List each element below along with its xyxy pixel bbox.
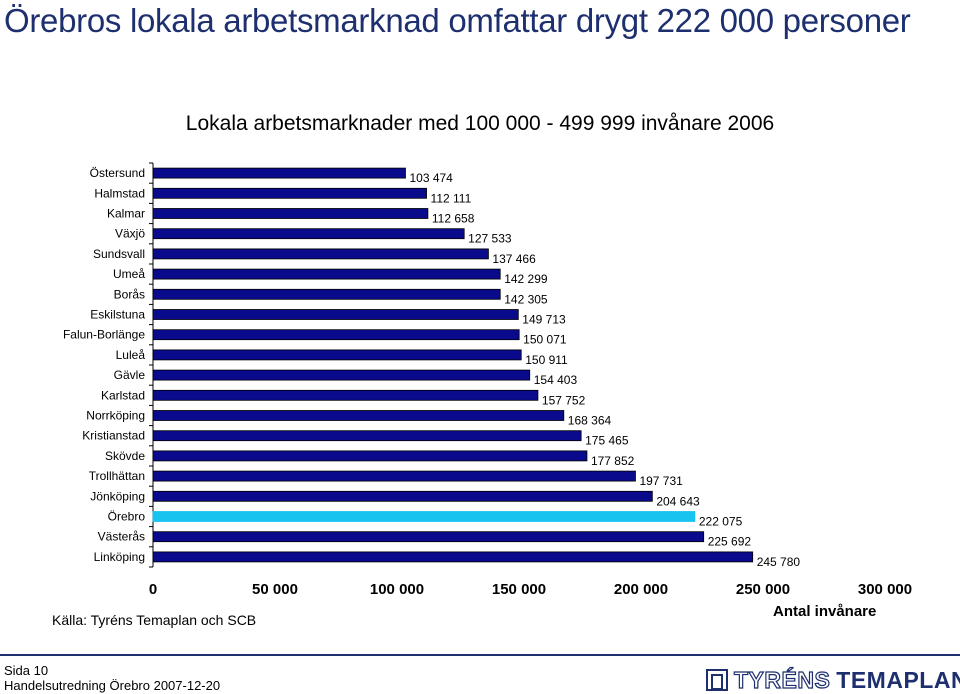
category-label: Växjö <box>115 227 145 241</box>
bar <box>152 329 520 341</box>
bar <box>152 228 465 240</box>
bar <box>152 248 489 260</box>
bar <box>152 430 582 442</box>
bar <box>152 369 531 381</box>
category-label: Umeå <box>113 267 145 281</box>
value-label: 150 911 <box>525 353 568 367</box>
value-label: 222 075 <box>699 515 743 529</box>
value-label: 168 364 <box>568 414 612 428</box>
category-label: Kalmar <box>107 207 145 221</box>
category-label: Örebro <box>108 510 146 524</box>
bar <box>152 450 588 462</box>
category-label: Borås <box>114 287 145 301</box>
value-label: 225 692 <box>708 535 752 549</box>
category-label: Norrköping <box>86 409 145 423</box>
x-tick-label: 0 <box>149 581 157 598</box>
footer-page-number: Sida 10 <box>4 663 49 678</box>
category-label: Gävle <box>114 368 146 382</box>
bar <box>152 551 754 563</box>
bar <box>152 309 519 320</box>
bar <box>152 490 653 502</box>
value-label: 142 305 <box>504 292 548 306</box>
value-label: 127 533 <box>468 232 512 246</box>
category-label: Östersund <box>90 166 145 180</box>
logo-mark-icon <box>706 669 728 691</box>
x-axis-label: Antal invånare <box>773 603 877 620</box>
value-label: 177 852 <box>591 454 635 468</box>
bar <box>152 349 522 361</box>
category-label: Trollhättan <box>89 469 145 483</box>
bar <box>152 208 429 219</box>
x-tick-label: 300 000 <box>858 581 912 598</box>
value-label: 142 299 <box>504 272 548 286</box>
value-label: 175 465 <box>585 434 629 448</box>
chart-title: Lokala arbetsmarknader med 100 000 - 499… <box>185 112 775 135</box>
value-label: 150 071 <box>523 333 567 347</box>
slide-title: Örebros lokala arbetsmarknad omfattar dr… <box>4 2 911 39</box>
category-label: Falun-Borlänge <box>63 328 145 342</box>
bar <box>152 470 636 482</box>
value-label: 204 643 <box>656 494 700 508</box>
bar-highlighted <box>152 511 696 522</box>
bar-chart: Östersund 103 474 Halmstad 112 111 Kalmar 112… <box>63 162 912 598</box>
bar <box>152 531 705 543</box>
logo-text-temaplan: TEMAPLAN <box>836 666 960 693</box>
value-label: 197 731 <box>639 474 683 488</box>
category-label: Karlstad <box>101 388 145 402</box>
value-label: 149 713 <box>522 313 566 327</box>
category-label: Skövde <box>105 449 145 463</box>
category-label: Jönköping <box>90 489 145 503</box>
category-label: Sundsvall <box>93 247 145 261</box>
footer-divider <box>0 654 960 656</box>
value-label: 137 466 <box>492 252 536 266</box>
bar <box>152 268 501 280</box>
value-label: 112 111 <box>431 191 472 205</box>
x-tick-label: 200 000 <box>614 581 668 598</box>
x-tick-label: 150 000 <box>492 581 546 598</box>
value-label: 103 474 <box>409 171 453 185</box>
footer-document-title: Handelsutredning Örebro 2007-12-20 <box>4 678 221 693</box>
category-label: Kristianstad <box>82 429 145 443</box>
company-logo: TYRÉNS TEMAPLAN <box>706 666 960 693</box>
bar <box>152 389 539 401</box>
value-label: 157 752 <box>542 393 586 407</box>
value-label: 245 780 <box>757 555 801 569</box>
category-label: Linköping <box>94 550 145 564</box>
category-label: Halmstad <box>94 186 145 200</box>
value-label: 112 658 <box>432 212 475 226</box>
category-label: Luleå <box>116 348 146 362</box>
source-note: Källa: Tyréns Temaplan och SCB <box>52 612 257 628</box>
x-tick-label: 100 000 <box>370 581 424 598</box>
value-label: 154 403 <box>534 373 578 387</box>
logo-text-tyrens: TYRÉNS <box>733 666 831 693</box>
bar <box>152 167 406 179</box>
category-label: Eskilstuna <box>90 308 145 322</box>
category-label: Västerås <box>98 530 145 544</box>
x-tick-label: 50 000 <box>252 581 298 598</box>
x-tick-label: 250 000 <box>736 581 790 598</box>
bar <box>152 187 427 199</box>
bar <box>152 410 565 421</box>
bar <box>152 288 501 300</box>
